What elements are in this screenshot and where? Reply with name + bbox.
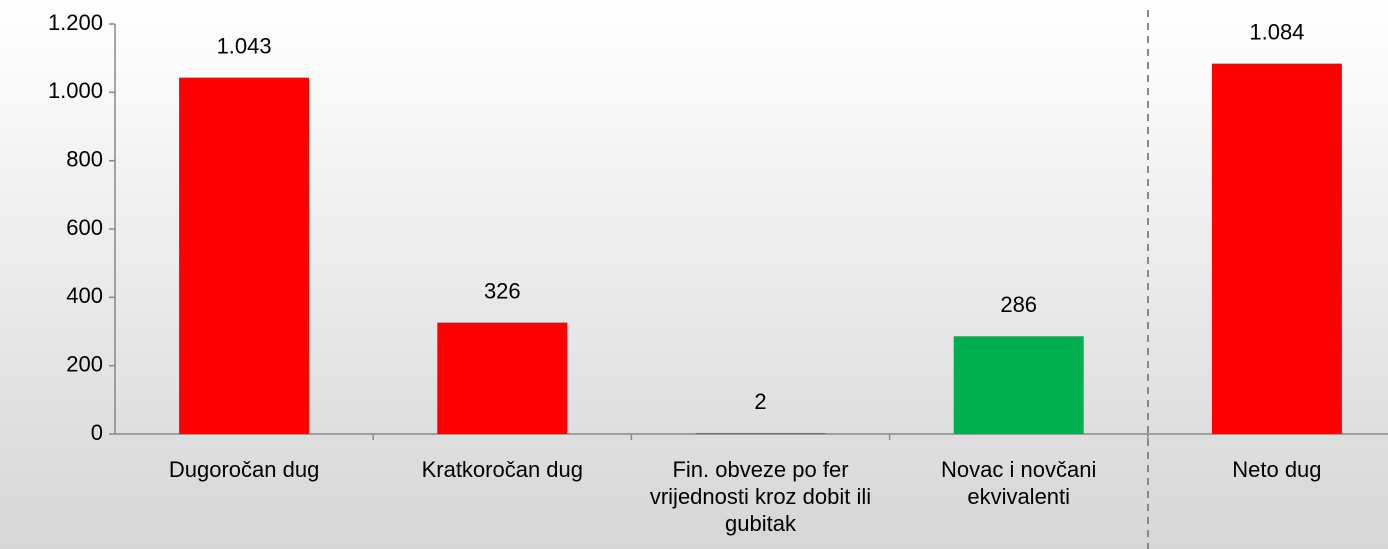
value-label: 286 <box>1000 292 1037 317</box>
value-label: 2 <box>754 389 766 414</box>
x-tick-label: Fin. obveze po fer vrijednosti kroz dobi… <box>649 457 872 536</box>
y-tick-label: 1.000 <box>48 78 103 103</box>
y-tick-label: 0 <box>91 420 103 445</box>
x-tick-label: Novac i novčani ekvivalenti <box>941 457 1097 509</box>
y-tick-label: 800 <box>66 146 103 171</box>
bar <box>695 433 826 434</box>
y-tick-label: 1.200 <box>48 10 103 35</box>
bar <box>437 322 568 434</box>
value-label: 1.084 <box>1249 19 1304 44</box>
y-tick-label: 400 <box>66 283 103 308</box>
value-label: 326 <box>484 278 521 303</box>
x-tick-label: Dugoročan dug <box>168 457 320 482</box>
value-label: 1.043 <box>217 33 272 58</box>
y-tick-label: 600 <box>66 215 103 240</box>
x-tick-label: Neto dug <box>1232 457 1322 482</box>
y-tick-label: 200 <box>66 351 103 376</box>
x-tick-label: Kratkoročan dug <box>421 457 584 482</box>
bar <box>1211 63 1342 435</box>
bar <box>179 77 310 435</box>
bar <box>953 336 1084 434</box>
